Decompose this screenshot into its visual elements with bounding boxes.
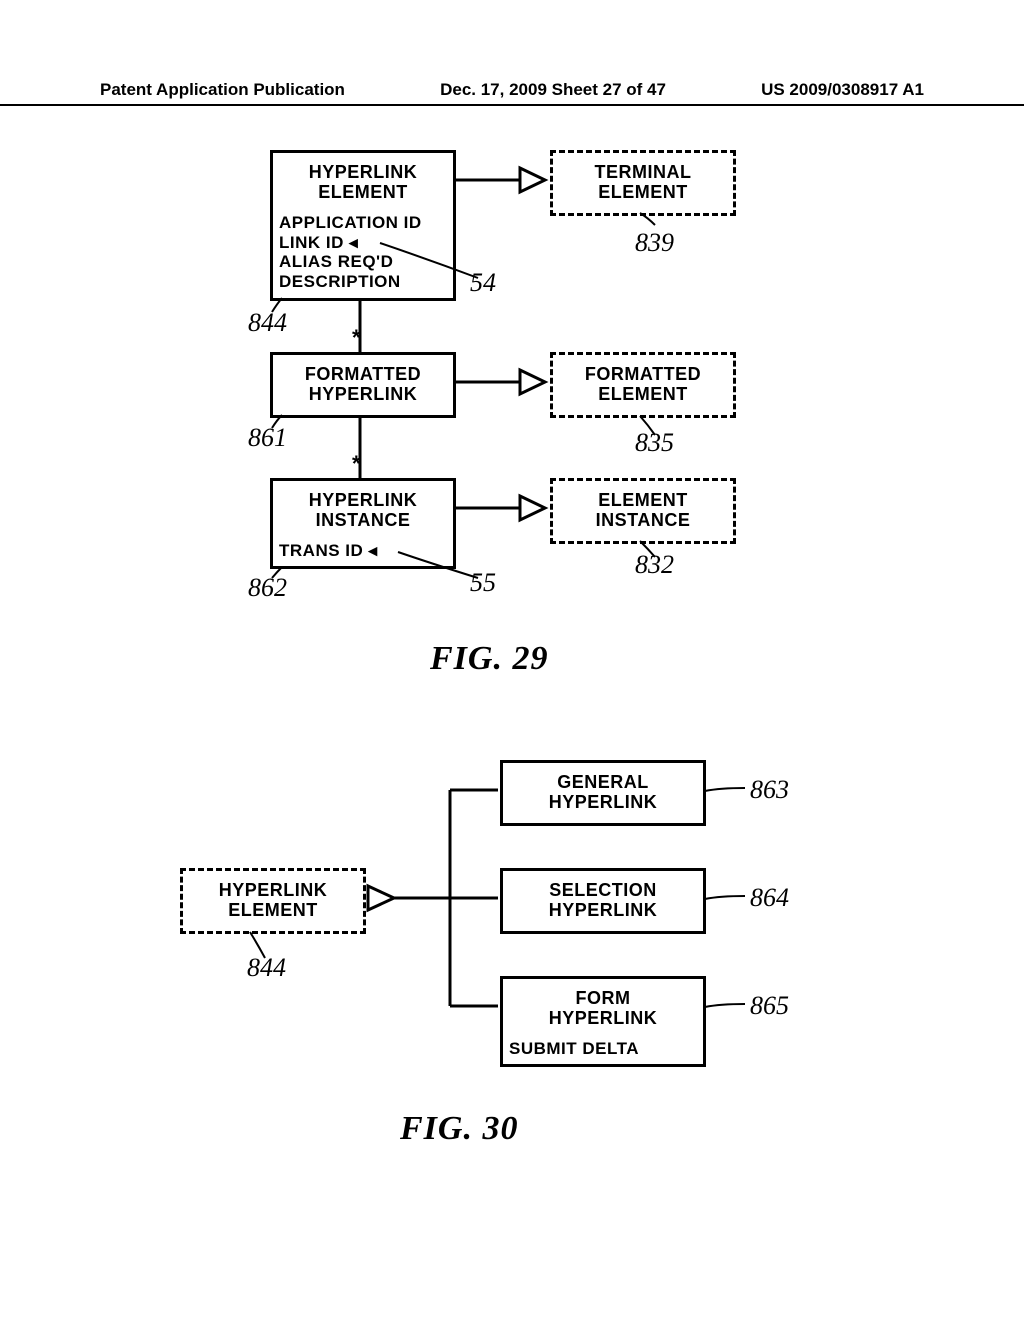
ref-label: 863 xyxy=(750,775,789,805)
attrs-hyperlink-element: APPLICATION ID LINK ID ◂ ALIAS REQ'D DES… xyxy=(270,210,456,301)
header-center: Dec. 17, 2009 Sheet 27 of 47 xyxy=(440,80,666,100)
attr-list: SUBMIT DELTA xyxy=(509,1039,639,1058)
attrs-hyperlink-instance: TRANS ID ◂ xyxy=(270,538,456,569)
ref-label: 861 xyxy=(248,423,287,453)
ref-label: 862 xyxy=(248,573,287,603)
attr-list: TRANS ID ◂ xyxy=(279,541,378,560)
box-title: GENERAL HYPERLINK xyxy=(503,773,703,813)
ref-label: 832 xyxy=(635,550,674,580)
box-selection-hyperlink: SELECTION HYPERLINK xyxy=(500,868,706,934)
box-title: HYPERLINK ELEMENT xyxy=(183,881,363,921)
attrs-form-hyperlink: SUBMIT DELTA xyxy=(500,1036,706,1067)
figure-label: FIG. 30 xyxy=(400,1110,518,1148)
box-title: FORMATTED ELEMENT xyxy=(553,365,733,405)
box-terminal-element: TERMINAL ELEMENT xyxy=(550,150,736,216)
ref-label: 844 xyxy=(247,953,286,983)
box-title: SELECTION HYPERLINK xyxy=(503,881,703,921)
ref-label: 844 xyxy=(248,308,287,338)
diagram-canvas: HYPERLINK ELEMENT APPLICATION ID LINK ID… xyxy=(0,120,1024,1320)
box-hyperlink-element-30: HYPERLINK ELEMENT xyxy=(180,868,366,934)
page-header: Patent Application Publication Dec. 17, … xyxy=(0,80,1024,106)
box-formatted-hyperlink: FORMATTED HYPERLINK xyxy=(270,352,456,418)
figure-label: FIG. 29 xyxy=(430,640,548,678)
attr-list: APPLICATION ID LINK ID ◂ ALIAS REQ'D DES… xyxy=(279,213,422,291)
header-left: Patent Application Publication xyxy=(100,80,345,100)
header-right: US 2009/0308917 A1 xyxy=(761,80,924,100)
ref-label: 865 xyxy=(750,991,789,1021)
box-title: FORM HYPERLINK xyxy=(503,989,703,1029)
box-title: FORMATTED HYPERLINK xyxy=(273,365,453,405)
box-formatted-element: FORMATTED ELEMENT xyxy=(550,352,736,418)
box-hyperlink-element: HYPERLINK ELEMENT xyxy=(270,150,456,216)
ref-label: 839 xyxy=(635,228,674,258)
box-form-hyperlink: FORM HYPERLINK xyxy=(500,976,706,1042)
box-element-instance: ELEMENT INSTANCE xyxy=(550,478,736,544)
box-general-hyperlink: GENERAL HYPERLINK xyxy=(500,760,706,826)
box-title: ELEMENT INSTANCE xyxy=(553,491,733,531)
ref-label: 835 xyxy=(635,428,674,458)
ref-label: 55 xyxy=(470,568,496,598)
ref-label: 864 xyxy=(750,883,789,913)
asterisk: * xyxy=(352,325,361,351)
box-title: HYPERLINK INSTANCE xyxy=(273,491,453,531)
box-title: TERMINAL ELEMENT xyxy=(553,163,733,203)
ref-label: 54 xyxy=(470,268,496,298)
box-title: HYPERLINK ELEMENT xyxy=(273,163,453,203)
asterisk: * xyxy=(352,451,361,477)
box-hyperlink-instance: HYPERLINK INSTANCE xyxy=(270,478,456,544)
